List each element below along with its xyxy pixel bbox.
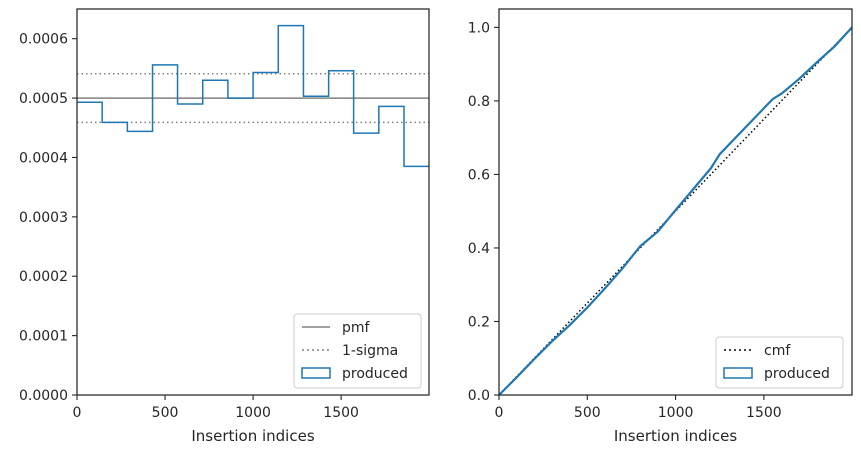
y-tick-label: 1.0 xyxy=(468,20,490,36)
y-tick-label: 0.0001 xyxy=(19,329,68,345)
y-tick-label: 0.0005 xyxy=(19,91,68,107)
y-tick-label: 0.2 xyxy=(468,314,490,330)
x-tick-label: 0 xyxy=(495,405,504,421)
legend-label-cmf: cmf xyxy=(764,343,791,359)
y-tick-label: 0.0 xyxy=(468,388,490,404)
legend: cmf produced xyxy=(715,336,844,389)
y-tick-label: 0.4 xyxy=(468,241,490,257)
y-tick-label: 0.0003 xyxy=(19,210,68,226)
legend-label-pmf: pmf xyxy=(342,320,371,336)
plot-area xyxy=(77,24,429,168)
x-tick-label: 1500 xyxy=(323,405,359,421)
y-tick-label: 0.0000 xyxy=(19,388,68,404)
x-tick-label: 0 xyxy=(73,405,82,421)
plot-area xyxy=(499,26,852,395)
series-produced-line xyxy=(499,26,852,395)
y-tick-label: 0.0006 xyxy=(19,32,68,48)
legend-label-produced: produced xyxy=(342,366,408,382)
x-axis-label: Insertion indices xyxy=(191,427,314,445)
pmf-histogram-panel: 0 500 1000 1500 0.0000 0.0001 0.0002 0.0003 0.00… xyxy=(19,8,430,445)
y-tick-label: 0.0002 xyxy=(19,269,68,285)
legend-label-produced: produced xyxy=(764,366,830,382)
y-tick-label: 0.0004 xyxy=(19,150,68,166)
x-tick-label: 500 xyxy=(574,405,601,421)
cmf-panel: 0 500 1000 1500 0.0 0.2 0.4 0.6 0.8 1.0 Insertion … xyxy=(468,8,853,445)
x-tick-label: 1500 xyxy=(746,405,782,421)
legend-box xyxy=(715,336,844,389)
series-cmf-line xyxy=(499,26,852,395)
legend-swatch-produced xyxy=(301,367,331,379)
legend-label-1-sigma: 1-sigma xyxy=(342,343,398,359)
legend-swatch-produced xyxy=(723,367,753,379)
x-tick-label: 1000 xyxy=(658,405,694,421)
y-tick-label: 0.6 xyxy=(468,167,490,183)
legend-box xyxy=(293,313,422,389)
series-produced-step xyxy=(77,24,429,168)
x-tick-label: 1000 xyxy=(235,405,271,421)
y-tick-label: 0.8 xyxy=(468,94,490,110)
legend: pmf 1-sigma produced xyxy=(293,313,422,389)
x-tick-label: 500 xyxy=(152,405,179,421)
x-axis-label: Insertion indices xyxy=(614,427,737,445)
